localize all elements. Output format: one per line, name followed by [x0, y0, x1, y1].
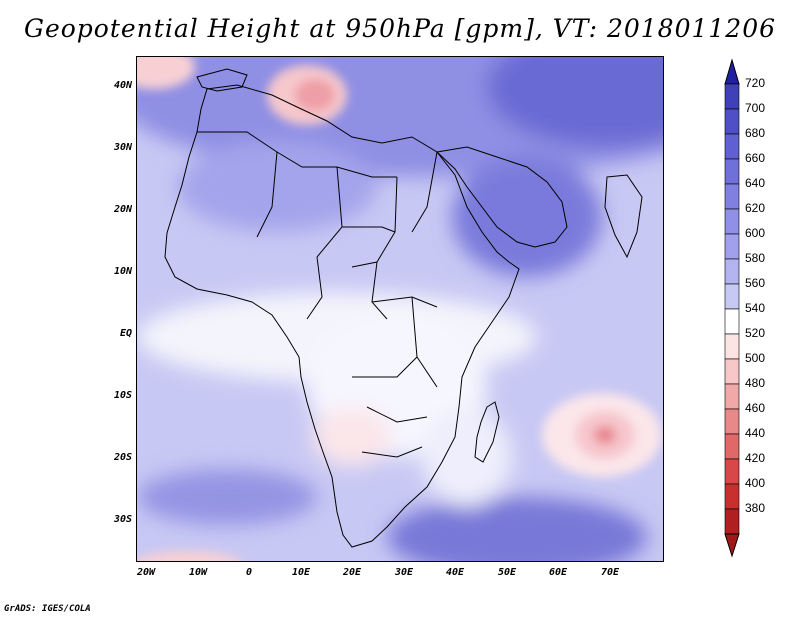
lon-label-30e: 30E: [394, 567, 414, 578]
lat-label-eq: EQ: [119, 328, 132, 339]
colorbar-label-580: 580: [745, 251, 766, 265]
colorbar-label-680: 680: [745, 126, 766, 140]
lat-label-30n: 30N: [113, 142, 132, 153]
lat-label-20n: 20N: [113, 204, 132, 215]
colorbar-cell-720: [724, 83, 740, 110]
field-sahara-high: [177, 142, 377, 232]
lat-label-40n: 40N: [113, 80, 132, 91]
map-plot-area: [136, 56, 664, 562]
field-central-asia-high: [487, 57, 663, 147]
colorbar-cell-660: [724, 158, 740, 185]
cyclone-core: [594, 426, 616, 444]
colorbar-label-400: 400: [745, 476, 766, 490]
low-mediterranean-core: [295, 79, 335, 111]
colorbar-cell-500: [724, 358, 740, 385]
lon-label-40e: 40E: [445, 567, 465, 578]
lon-label-50e: 50E: [497, 567, 517, 578]
colorbar-cell-560: [724, 283, 740, 310]
low-northwest: [137, 57, 195, 89]
iberia-coastline: [196, 68, 248, 92]
lon-label-20w: 20W: [136, 567, 156, 578]
colorbar-label-540: 540: [745, 301, 766, 315]
field-arabia-high: [452, 157, 602, 277]
height-field: [137, 57, 663, 561]
field-south-atlantic-high: [137, 469, 317, 525]
colorbar-cell-620: [724, 208, 740, 235]
colorbar-cell-580: [724, 258, 740, 285]
colorbar-cell-460: [724, 408, 740, 435]
colorbar-cell-640: [724, 183, 740, 210]
colorbar-label-480: 480: [745, 376, 766, 390]
lat-label-10s: 10S: [113, 390, 132, 401]
colorbar-cell-600: [724, 233, 740, 260]
colorbar-cell-480: [724, 383, 740, 410]
colorbar-cell-380: [724, 508, 740, 535]
low-south-west: [137, 551, 240, 561]
colorbar-label-620: 620: [745, 201, 766, 215]
grads-credit: GrADS: IGES/COLA: [4, 604, 91, 614]
colorbar-cell-420: [724, 458, 740, 485]
colorbar-bottom-arrow: [724, 533, 740, 558]
coastlines: [164, 68, 643, 548]
colorbar-label-720: 720: [745, 76, 766, 90]
colorbar-label-520: 520: [745, 326, 766, 340]
colorbar-label-560: 560: [745, 276, 766, 290]
chart-title: Geopotential Height at 950hPa [gpm], VT:…: [23, 14, 777, 43]
colorbar-label-500: 500: [745, 351, 766, 365]
arabia-coastline: [435, 146, 568, 248]
colorbar-label-640: 640: [745, 176, 766, 190]
colorbar-cell-680: [724, 133, 740, 160]
field-south-indian-high: [387, 497, 647, 561]
lon-label-10w: 10W: [188, 567, 208, 578]
colorbar-label-700: 700: [745, 101, 766, 115]
lat-label-10n: 10N: [113, 266, 132, 277]
colorbar-cell-700: [724, 108, 740, 135]
colorbar-cell-400: [724, 483, 740, 510]
india-coastline: [604, 174, 643, 259]
colorbar-cells: [724, 83, 740, 535]
lon-label-10e: 10E: [291, 567, 311, 578]
colorbar-top-arrow: [724, 58, 740, 85]
colorbar-cell-540: [724, 308, 740, 335]
colorbar-cell-440: [724, 433, 740, 460]
colorbar-cell-520: [724, 333, 740, 360]
colorbar-label-460: 460: [745, 401, 766, 415]
lon-label-0: 0: [245, 567, 253, 578]
colorbar-label-600: 600: [745, 226, 766, 240]
colorbar: [724, 58, 740, 558]
colorbar-label-420: 420: [745, 451, 766, 465]
lon-label-20e: 20E: [342, 567, 362, 578]
colorbar-label-380: 380: [745, 501, 766, 515]
field-angola-low: [312, 407, 392, 467]
field-mozambique: [422, 407, 512, 507]
map-svg: [137, 57, 663, 561]
colorbar-label-660: 660: [745, 151, 766, 165]
colorbar-label-440: 440: [745, 426, 766, 440]
border-lines: [197, 131, 438, 458]
low-pressure-centers: [137, 57, 662, 561]
madagascar-coastline: [474, 401, 500, 463]
lon-label-70e: 70E: [600, 567, 620, 578]
lon-label-60e: 60E: [548, 567, 568, 578]
lat-label-30s: 30S: [113, 514, 132, 525]
lat-label-20s: 20S: [113, 452, 132, 463]
